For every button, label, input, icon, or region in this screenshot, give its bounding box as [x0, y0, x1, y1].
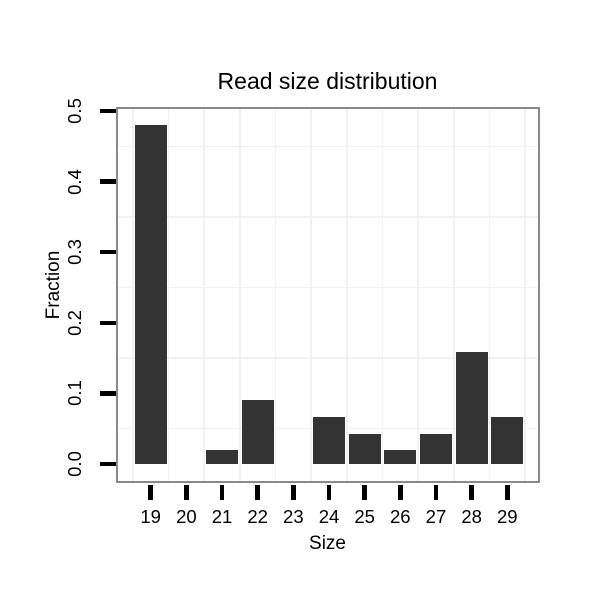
x-axis-tick: [505, 484, 510, 500]
x-tick-label: 26: [390, 506, 411, 527]
x-axis-tick: [291, 484, 296, 500]
gridline-vertical: [239, 108, 241, 481]
gridline-vertical: [488, 108, 491, 481]
x-axis-tick: [326, 484, 332, 500]
x-axis-tick: [362, 484, 367, 500]
y-tick-label: 0.5: [64, 98, 85, 124]
x-tick-label: 22: [247, 506, 268, 527]
y-tick-label: 0.4: [64, 168, 85, 195]
bar-29: [491, 417, 524, 464]
chart-title: Read size distribution: [217, 68, 438, 94]
plot-panel: [115, 106, 540, 483]
y-axis-tick: [99, 108, 116, 114]
bar-28: [455, 352, 488, 464]
gridline-vertical: [167, 108, 170, 481]
bar-21: [206, 449, 239, 464]
x-tick-label: 23: [283, 506, 304, 527]
bar-19: [134, 125, 167, 464]
x-tick-label: 21: [211, 506, 233, 527]
bar-22: [241, 400, 274, 464]
x-tick-label: 27: [425, 506, 447, 527]
x-tick-label: 19: [140, 506, 161, 527]
gridline-horizontal: [117, 357, 538, 359]
bar-27: [419, 433, 452, 464]
x-axis-tick: [433, 484, 439, 500]
x-tick-label: 20: [176, 506, 197, 527]
x-axis-title: Size: [309, 533, 346, 554]
bar-26: [384, 449, 417, 464]
y-axis-title: Fraction: [43, 250, 64, 320]
gridline-vertical: [203, 108, 205, 481]
x-tick-label: 28: [461, 506, 482, 527]
gridline-vertical: [417, 108, 419, 481]
x-axis-tick: [184, 484, 189, 500]
gridline-horizontal: [117, 216, 538, 218]
y-tick-label: 0.2: [64, 309, 85, 336]
gridline-vertical: [310, 108, 312, 481]
bar-24: [313, 417, 345, 464]
gridline-vertical: [132, 108, 134, 481]
y-axis-tick: [99, 391, 116, 396]
x-tick-label: 25: [354, 506, 375, 527]
y-axis-tick: [99, 249, 116, 255]
gridline-horizontal: [117, 145, 538, 148]
y-axis-tick: [99, 179, 116, 184]
gridline-vertical: [274, 108, 277, 481]
x-axis-tick: [219, 484, 225, 500]
gridline-vertical: [346, 108, 348, 481]
x-axis-tick: [469, 484, 474, 500]
y-tick-label: 0.1: [64, 380, 85, 407]
gridline-vertical: [524, 108, 526, 481]
x-axis-tick: [148, 484, 153, 500]
x-tick-label: 24: [318, 506, 340, 527]
y-tick-label: 0.0: [64, 451, 85, 477]
y-tick-label: 0.3: [64, 239, 85, 266]
x-axis-tick: [398, 484, 403, 500]
gridline-vertical: [453, 108, 455, 481]
y-axis-tick: [99, 320, 116, 326]
gridline-horizontal: [117, 286, 538, 289]
gridline-vertical: [381, 108, 384, 481]
y-axis-tick: [99, 461, 116, 467]
x-tick-label: 29: [497, 506, 518, 527]
x-axis-tick: [255, 484, 260, 500]
bar-25: [348, 433, 381, 464]
